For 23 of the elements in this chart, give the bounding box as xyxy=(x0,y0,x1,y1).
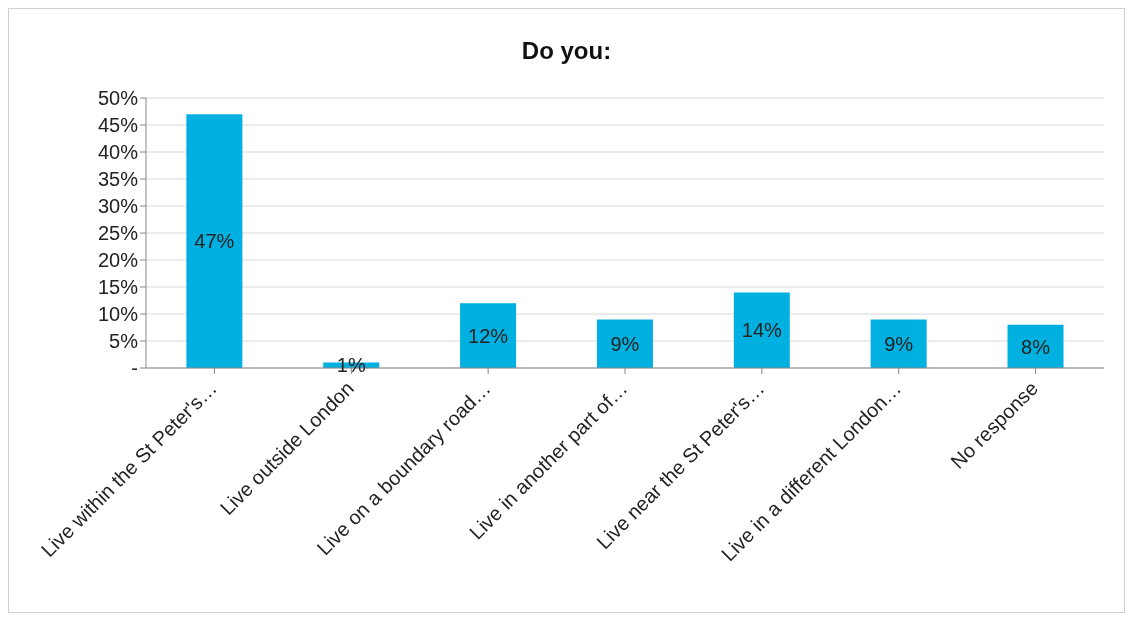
y-tick-label: 50% xyxy=(97,87,139,110)
bar xyxy=(186,114,243,368)
y-tick-label: 35% xyxy=(97,168,139,191)
data-label: 47% xyxy=(194,230,235,253)
data-label: 9% xyxy=(610,332,640,355)
y-tick-label: 20% xyxy=(97,249,139,272)
bar xyxy=(596,319,653,368)
y-tick-label: 25% xyxy=(97,222,139,245)
y-tick-label: 10% xyxy=(97,303,139,326)
y-tick-label: 5% xyxy=(109,330,139,353)
bar xyxy=(870,319,927,368)
chart-title: Do you: xyxy=(520,37,613,65)
y-tick-label: 30% xyxy=(97,195,139,218)
y-tick-label: 15% xyxy=(97,276,139,299)
y-tick-label: 45% xyxy=(97,114,139,137)
data-label: 14% xyxy=(741,319,783,342)
data-label: 12% xyxy=(468,324,509,347)
bar xyxy=(733,292,790,368)
bar xyxy=(460,303,517,368)
data-label: 9% xyxy=(884,332,914,355)
y-tick-label: 40% xyxy=(97,141,139,164)
data-label: 8% xyxy=(1021,335,1051,358)
y-tick-label: - xyxy=(131,357,138,380)
